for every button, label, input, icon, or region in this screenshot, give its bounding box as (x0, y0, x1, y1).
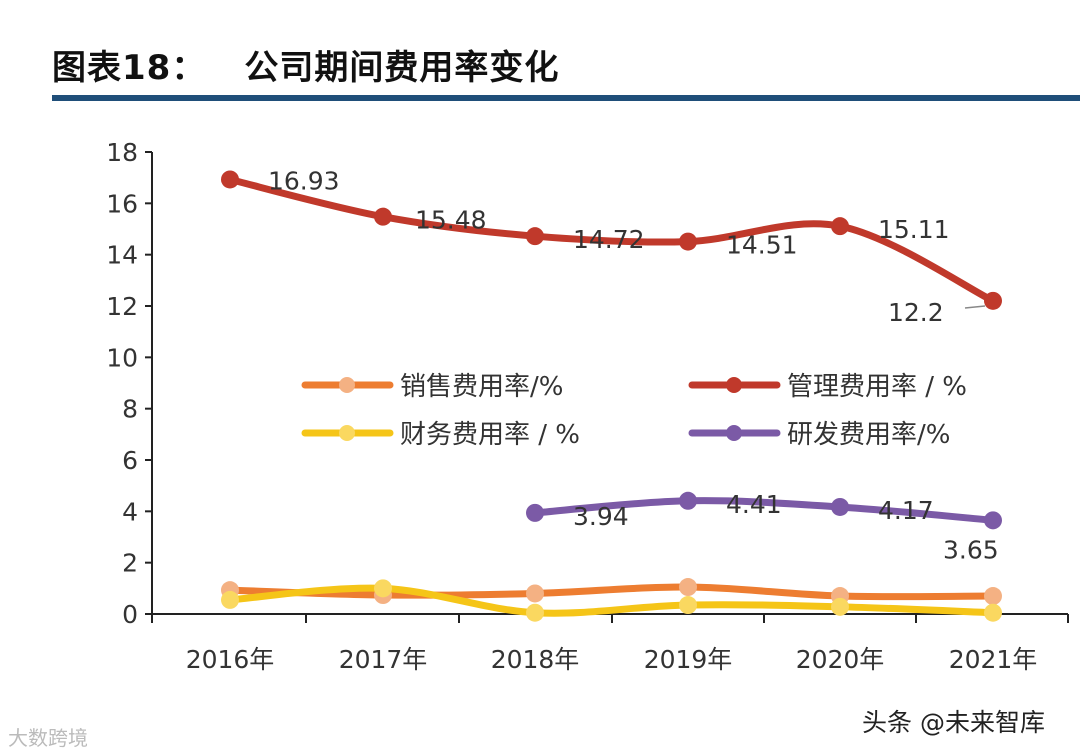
legend-marker (726, 425, 742, 441)
y-tick-label: 18 (106, 138, 138, 167)
legend-label: 管理费用率 / % (787, 372, 967, 402)
watermark-left: 大数跨境 (8, 726, 88, 750)
data-label: 15.11 (878, 215, 950, 244)
data-label: 4.17 (878, 496, 934, 525)
data-point (526, 503, 544, 522)
data-label: 16.93 (268, 166, 340, 195)
data-point (984, 603, 1002, 622)
y-tick-label: 4 (122, 497, 138, 526)
data-label: 4.41 (726, 490, 782, 519)
data-label: 12.2 (888, 298, 944, 327)
label-leader-line (964, 305, 986, 309)
data-point (526, 584, 544, 603)
data-point (679, 596, 697, 615)
figure-title-text: 公司期间费用率变化 (244, 48, 560, 88)
data-point (831, 597, 849, 616)
y-tick-label: 2 (122, 549, 138, 578)
data-point (984, 587, 1002, 606)
data-label: 3.94 (573, 502, 629, 531)
y-tick-label: 16 (106, 189, 138, 218)
figure-title: 图表18： 公司期间费用率变化 (52, 40, 559, 89)
x-tick-label: 2016年 (186, 645, 275, 674)
data-point (221, 590, 239, 609)
figure-number: 图表18： (52, 48, 207, 88)
data-point (221, 170, 239, 189)
data-label: 14.72 (573, 225, 645, 254)
y-tick-label: 10 (106, 343, 138, 372)
data-point (526, 227, 544, 246)
data-point (526, 603, 544, 622)
x-tick-label: 2017年 (339, 645, 428, 674)
x-tick-label: 2019年 (644, 645, 733, 674)
data-point (679, 491, 697, 510)
data-point (984, 291, 1002, 310)
y-tick-label: 14 (106, 241, 138, 270)
series-line (226, 175, 997, 305)
y-tick-label: 8 (122, 395, 138, 424)
legend-label: 销售费用率/% (400, 372, 563, 402)
watermark-right: 头条 @未来智库 (862, 708, 1045, 737)
data-label: 14.51 (726, 231, 798, 260)
series-line (226, 583, 997, 601)
y-tick-label: 12 (106, 292, 138, 321)
x-tick-label: 2021年 (949, 645, 1038, 674)
data-point (679, 232, 697, 251)
data-point (374, 207, 392, 226)
data-point (831, 497, 849, 516)
y-tick-label: 6 (122, 446, 138, 475)
data-point (831, 217, 849, 236)
title-divider (52, 95, 1080, 101)
data-point (374, 579, 392, 598)
x-tick-label: 2018年 (491, 645, 580, 674)
legend-label: 研发费用率/% (787, 420, 950, 450)
data-point (984, 511, 1002, 530)
data-point (679, 578, 697, 597)
x-tick-label: 2020年 (796, 645, 885, 674)
legend-marker (339, 377, 355, 393)
y-tick-label: 0 (122, 600, 138, 629)
series-line (226, 584, 997, 617)
data-label: 3.65 (943, 535, 999, 564)
series-line (531, 497, 997, 524)
legend-label: 财务费用率 / % (400, 420, 580, 450)
legend-marker (726, 377, 742, 393)
legend-marker (339, 425, 355, 441)
data-label: 15.48 (415, 206, 487, 235)
